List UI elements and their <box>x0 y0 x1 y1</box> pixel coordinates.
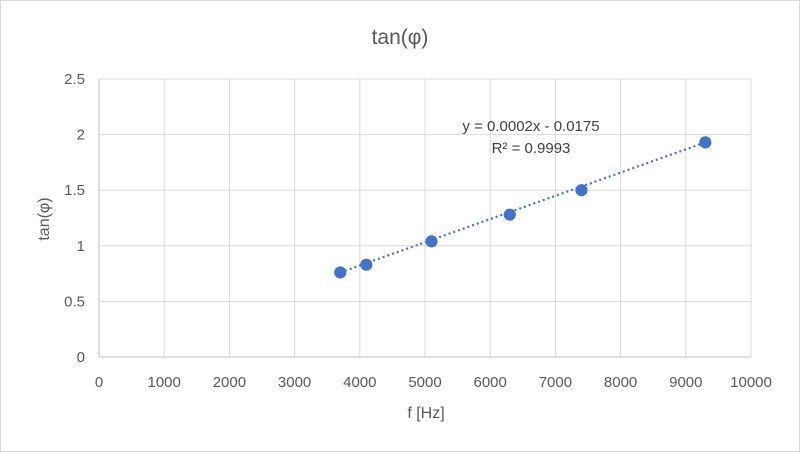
x-tick-label: 9000 <box>669 374 702 391</box>
x-tick-label: 3000 <box>278 374 311 391</box>
data-point <box>360 258 373 271</box>
trendline-equation: y = 0.0002x - 0.0175 <box>462 118 599 135</box>
y-tick-label: 1.5 <box>64 182 85 199</box>
x-tick-label: 5000 <box>408 374 441 391</box>
trendline <box>339 141 706 274</box>
x-tick-label: 8000 <box>604 374 637 391</box>
y-tick-label: 2.5 <box>64 71 85 88</box>
x-tick-labels: 0 1000 2000 3000 4000 5000 6000 7000 8000 9000 100… <box>95 374 772 391</box>
x-tick-label: 1000 <box>148 374 181 391</box>
data-point <box>425 235 438 248</box>
chart-title: tan(φ) <box>372 26 429 49</box>
data-point <box>503 208 516 221</box>
y-tick-label: 1 <box>77 238 85 255</box>
y-axis-label: tan(φ) <box>36 197 53 240</box>
data-point <box>699 136 712 149</box>
data-point <box>575 184 588 197</box>
r-squared-label: R² = 0.9993 <box>492 140 571 157</box>
trendline-layer <box>339 141 706 274</box>
x-axis-label: f [Hz] <box>407 405 444 422</box>
x-tick-label: 2000 <box>213 374 246 391</box>
x-tick-label: 4000 <box>343 374 376 391</box>
x-tick-label: 6000 <box>474 374 507 391</box>
grid <box>98 78 752 358</box>
y-tick-label: 0 <box>77 349 85 366</box>
y-tick-labels: 0 0.5 1 1.5 2 2.5 <box>64 71 85 366</box>
x-tick-label: 7000 <box>539 374 572 391</box>
y-tick-label: 2 <box>77 127 85 144</box>
data-point <box>334 266 347 279</box>
y-tick-label: 0.5 <box>64 293 85 310</box>
x-tick-label: 10000 <box>730 374 772 391</box>
x-tick-label: 0 <box>95 374 103 391</box>
data-points <box>334 136 712 279</box>
